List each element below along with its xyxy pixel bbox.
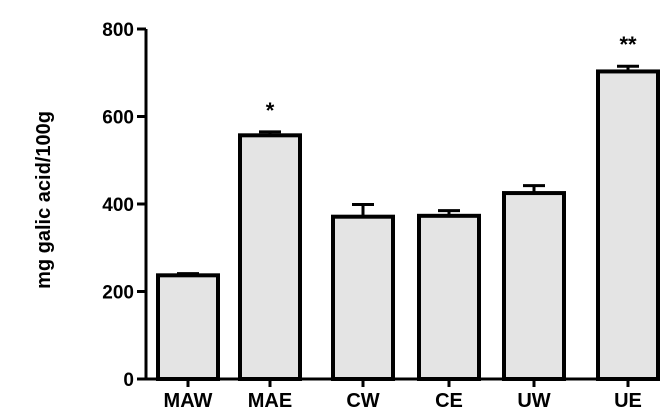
x-tick-label: CW bbox=[346, 390, 379, 412]
y-tick-label: 800 bbox=[102, 20, 134, 41]
significance-label: ** bbox=[619, 32, 637, 57]
x-tick-label: MAE bbox=[248, 390, 292, 412]
y-tick-label: 600 bbox=[102, 108, 134, 129]
bars bbox=[156, 64, 660, 381]
bar-ue bbox=[596, 69, 660, 381]
bar-uw bbox=[502, 191, 566, 381]
bar-cw bbox=[331, 214, 395, 381]
significance-label: * bbox=[266, 98, 275, 123]
x-tick-label: MAW bbox=[164, 390, 213, 412]
x-tick-label: UW bbox=[517, 390, 550, 412]
bar-maw bbox=[156, 273, 220, 381]
x-tick-label: CE bbox=[435, 390, 463, 412]
y-tick-label: 200 bbox=[102, 283, 134, 304]
y-axis-title: mg galic acid/100g bbox=[33, 111, 55, 289]
bar-mae bbox=[238, 133, 302, 381]
y-tick-label: 400 bbox=[102, 195, 134, 216]
x-tick-label: UE bbox=[614, 390, 642, 412]
bar-ce bbox=[417, 213, 481, 381]
y-tick-label: 0 bbox=[123, 370, 134, 391]
labels: 0 200 400 600 800 MAW MAE * CW CE UW UE ** bbox=[102, 20, 642, 412]
